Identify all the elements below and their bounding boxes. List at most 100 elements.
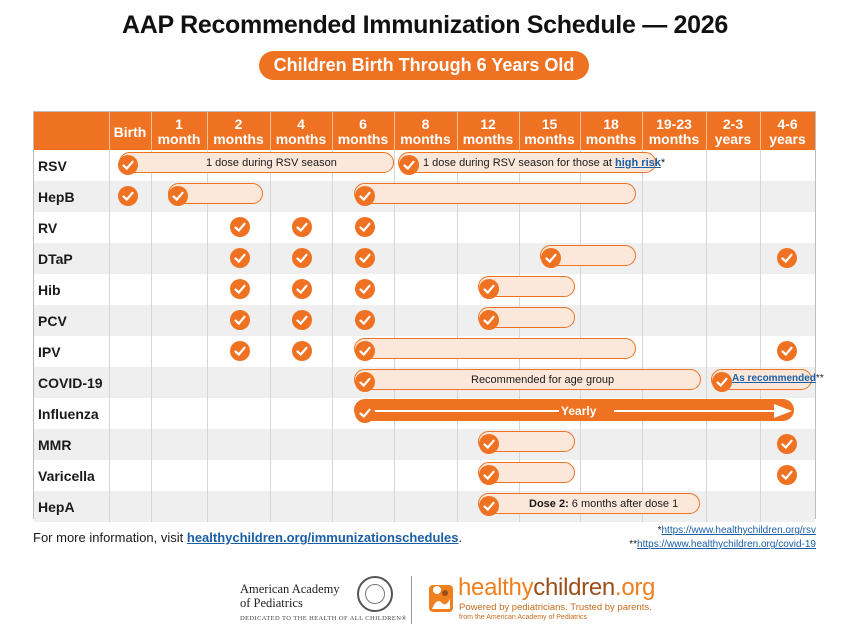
column-header: 6 months [337,116,389,147]
header-grid-line [642,112,643,150]
vaccine-name-covid-19: COVID-19 [38,375,103,391]
dose-check-icon [355,403,375,423]
dose-check-icon [355,279,375,299]
dose-check-icon [355,372,375,392]
column-header: Birth [113,123,147,140]
high-risk-link[interactable]: high risk [615,157,661,169]
vaccine-name-dtap: DTaP [38,251,73,267]
grid-line [580,150,581,522]
rsv-footnote-link[interactable]: https://www.healthychildren.org/rsv [661,525,816,536]
grid-line [332,150,333,522]
vaccine-name-hepb: HepB [38,189,75,205]
column-header: 4 months [275,116,327,147]
rsv-bar-season-label: 1 dose during RSV season [206,157,337,169]
grid-line [394,150,395,522]
dose-check-icon [777,465,797,485]
column-header: 4-6 years [769,116,806,147]
dtap-bar [540,245,636,266]
covid-bar-recommended-label: As recommended** [732,373,824,384]
dose-check-icon [118,155,138,175]
header-grid-line [706,112,707,150]
hib-bar [478,276,575,297]
aap-name-line1: American Academy [240,582,340,596]
dose-check-icon [118,186,138,206]
vaccine-name-rsv: RSV [38,158,67,174]
rsv-bar-high-risk-label: 1 dose during RSV season for those at hi… [423,157,666,169]
dose-check-icon [355,341,375,361]
header-grid-line [109,112,110,150]
dose-check-icon [230,217,250,237]
column-header: 12 months [462,116,514,147]
healthychildren-tagline: Powered by pediatricians. Trusted by par… [459,602,652,613]
more-info-text: For more information, visit healthychild… [33,530,463,545]
healthychildren-subtagline: from the American Academy of Pediatrics [459,614,587,621]
dose-check-icon [230,310,250,330]
grid-line [109,150,110,522]
dose-check-icon [479,496,499,516]
dose-check-icon [479,465,499,485]
grid-line [760,150,761,522]
table-row [34,429,815,460]
header-grid-line [151,112,152,150]
table-header [34,112,815,150]
covid-bar-group-label: Recommended for age group [471,374,615,386]
column-header: 15 months [524,116,575,147]
dose-check-icon [712,372,732,392]
vaccine-name-pcv: PCV [38,313,67,329]
footnote-covid: **https://www.healthychildren.org/covid-… [629,539,816,550]
footnote-rsv: *https://www.healthychildren.org/rsv [657,525,816,536]
vaccine-name-hepa: HepA [38,499,75,515]
covid-bar-group [354,369,701,390]
rsv-bar-high-risk [398,152,656,173]
header-grid-line [207,112,208,150]
varicella-bar [478,462,575,483]
dose-check-icon [777,248,797,268]
vaccine-name-hib: Hib [38,282,61,298]
healthychildren-logo-icon [429,585,453,612]
table-row [34,243,815,274]
dose-check-icon [355,217,375,237]
dose-check-icon [777,341,797,361]
aap-name-line2: of Pediatrics [240,596,303,610]
grid-line [151,150,152,522]
as-recommended-link[interactable]: As recommended [732,373,816,384]
dose-check-icon [541,248,561,268]
header-grid-line [270,112,271,150]
header-grid-line [457,112,458,150]
grid-line [270,150,271,522]
dose-check-icon [168,186,188,206]
dose-check-icon [479,434,499,454]
aap-tagline: DEDICATED TO THE HEALTH OF ALL CHILDREN® [240,615,407,622]
dose-check-icon [292,279,312,299]
grid-line [642,150,643,522]
aap-seal-icon [357,576,393,612]
hepb-bar-2 [354,183,636,204]
immunization-schedules-link[interactable]: healthychildren.org/immunizationschedule… [186,530,459,545]
column-header: 2-3 years [714,116,752,147]
column-header: 18 months [585,116,637,147]
dose-check-icon [479,279,499,299]
vaccine-name-ipv: IPV [38,344,61,360]
dose-check-icon [230,248,250,268]
dose-check-icon [355,248,375,268]
grid-line [706,150,707,522]
vaccine-name-influenza: Influenza [38,406,99,422]
header-grid-line [332,112,333,150]
dose-check-icon [230,341,250,361]
column-header: 8 months [400,116,451,147]
header-grid-line [760,112,761,150]
dose-check-icon [292,217,312,237]
covid-footnote-link[interactable]: https://www.healthychildren.org/covid-19 [637,539,816,550]
vaccine-name-mmr: MMR [38,437,72,453]
ipv-bar [354,338,636,359]
grid-line [519,150,520,522]
column-header: 19-23 months [648,116,700,147]
dose-check-icon [777,434,797,454]
influenza-bar [354,399,794,421]
influenza-label: Yearly [561,404,597,418]
logo-divider [411,576,412,624]
vaccine-name-varicella: Varicella [38,468,95,484]
grid-line [457,150,458,522]
column-header: 1 month [157,116,201,147]
healthychildren-logo-text: healthychildren.org [458,574,656,601]
